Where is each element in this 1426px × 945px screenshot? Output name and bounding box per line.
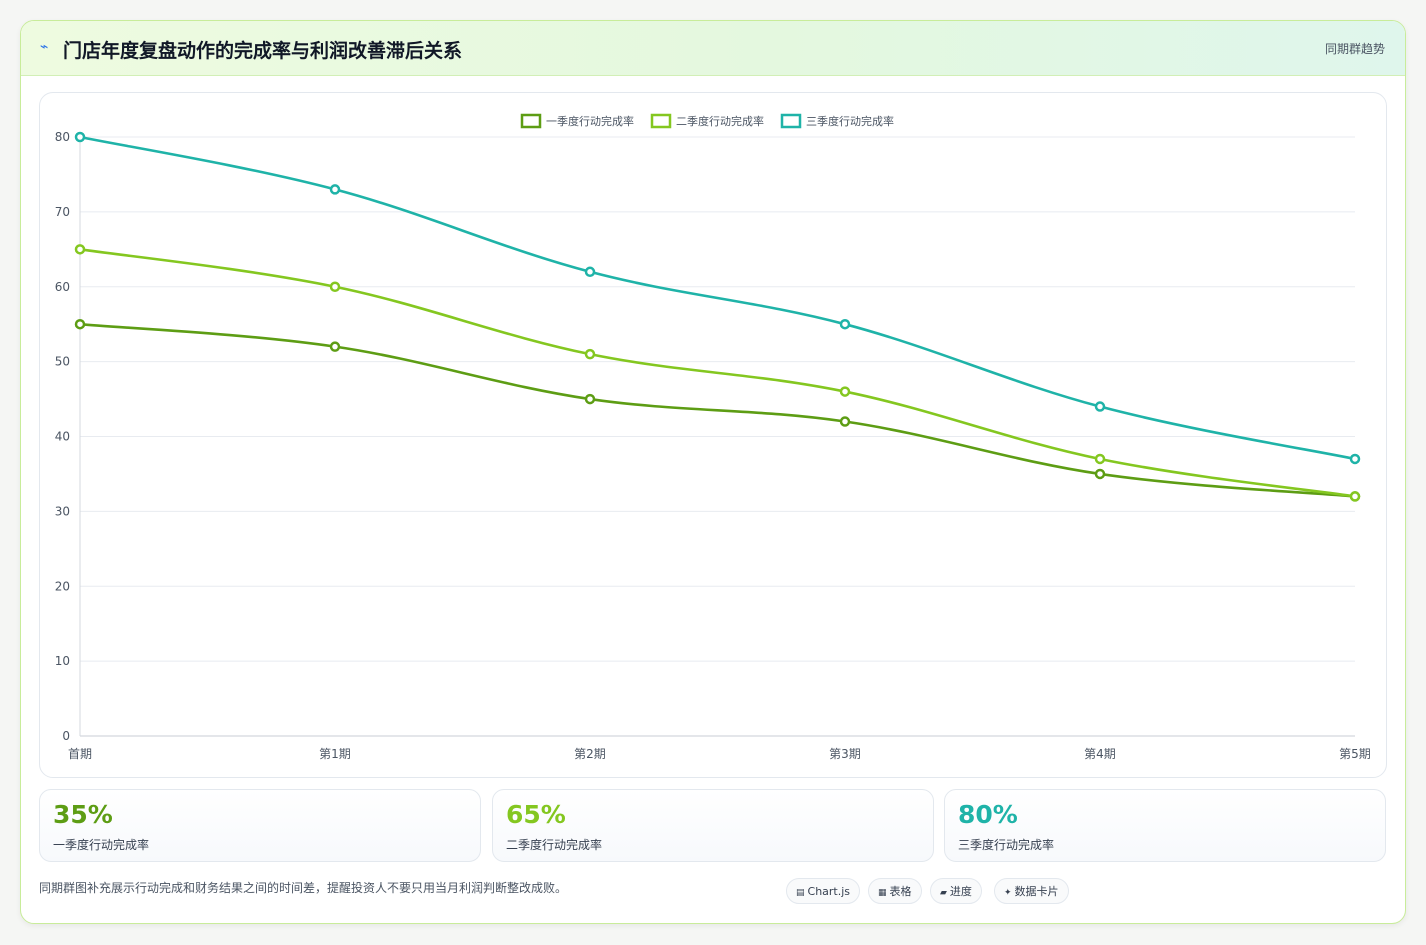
stat-card-q2: 65% 二季度行动完成率 bbox=[492, 789, 934, 862]
stat-label: 一季度行动完成率 bbox=[53, 838, 150, 852]
chart-icon: ▤ bbox=[796, 888, 805, 898]
y-tick-label: 10 bbox=[55, 654, 70, 668]
stat-label: 三季度行动完成率 bbox=[958, 838, 1055, 852]
y-tick-label: 60 bbox=[55, 280, 70, 294]
data-point bbox=[329, 281, 341, 292]
stat-value: 65% bbox=[506, 800, 566, 829]
legend-label: 一季度行动完成率 bbox=[546, 114, 634, 128]
chip-label: 数据卡片 bbox=[1014, 885, 1059, 898]
data-point bbox=[74, 244, 86, 255]
legend-swatch bbox=[650, 113, 672, 129]
chip-label: Chart.js bbox=[807, 885, 851, 898]
line-chart: 0 10 20 30 40 50 60 70 80 首期 第1期 第2期 第3期 第4期 第5期 一季度行动完… bbox=[55, 113, 1371, 761]
data-point bbox=[839, 416, 851, 427]
data-point bbox=[329, 184, 341, 195]
series-line-3 bbox=[79, 135, 1356, 461]
stat-card-q1: 35% 一季度行动完成率 bbox=[39, 789, 481, 862]
legend-label: 二季度行动完成率 bbox=[676, 114, 764, 128]
data-point bbox=[1349, 453, 1361, 465]
data-point bbox=[329, 341, 341, 352]
data-point bbox=[1094, 468, 1106, 480]
y-tick-label: 0 bbox=[62, 729, 70, 743]
x-tick-label: 首期 bbox=[68, 747, 92, 761]
legend-swatch bbox=[780, 113, 802, 129]
chip-data-card[interactable]: ✦ 数据卡片 bbox=[994, 878, 1069, 904]
legend-label: 三季度行动完成率 bbox=[806, 114, 894, 128]
data-point bbox=[584, 266, 596, 278]
x-tick-label: 第1期 bbox=[319, 747, 351, 761]
x-tick-label: 第5期 bbox=[1339, 747, 1371, 761]
series-line-2 bbox=[79, 248, 1356, 498]
chart-title: 门店年度复盘动作的完成率与利润改善滞后关系 bbox=[63, 40, 463, 62]
chip-chartjs[interactable]: ▤ Chart.js bbox=[786, 878, 861, 904]
data-point bbox=[74, 131, 86, 143]
y-tick-label: 80 bbox=[55, 130, 70, 144]
data-point bbox=[839, 318, 851, 330]
x-tick-label: 第2期 bbox=[574, 747, 606, 761]
series-line-1 bbox=[79, 322, 1356, 498]
progress-icon: ▰ bbox=[940, 888, 947, 898]
sparkle-icon: ✦ bbox=[1004, 888, 1012, 898]
stat-card-q3: 80% 三季度行动完成率 bbox=[944, 789, 1386, 862]
chart-subtitle: 同期群趋势 bbox=[1324, 42, 1385, 56]
chart-container: 0 10 20 30 40 50 60 70 80 首期 第1期 第2期 第3期 第4期 第5期 一季度行动完… bbox=[39, 92, 1387, 778]
data-point bbox=[584, 348, 596, 360]
y-tick-label: 70 bbox=[55, 205, 70, 219]
chip-table[interactable]: ▦ 表格 bbox=[868, 878, 922, 904]
chip-label: 进度 bbox=[949, 885, 972, 898]
y-tick-label: 50 bbox=[55, 355, 70, 369]
chip-label: 表格 bbox=[889, 885, 912, 898]
y-tick-label: 40 bbox=[55, 430, 70, 444]
y-tick-label: 20 bbox=[55, 579, 70, 593]
chip-progress[interactable]: ▰ 进度 bbox=[930, 878, 982, 904]
data-point bbox=[1094, 453, 1106, 465]
x-tick-label: 第3期 bbox=[829, 747, 861, 761]
lightning-icon: ⌁ bbox=[40, 39, 49, 55]
footnote: 同期群图补充展示行动完成和财务结果之间的时间差，提醒投资人不要只用当月利润判断整… bbox=[39, 881, 568, 895]
chart-card: ⌁ 门店年度复盘动作的完成率与利润改善滞后关系 同期群趋势 0 10 20 30 40 5… bbox=[20, 20, 1406, 924]
data-point bbox=[1349, 491, 1361, 502]
card-header: ⌁ 门店年度复盘动作的完成率与利润改善滞后关系 同期群趋势 bbox=[21, 21, 1405, 76]
data-point bbox=[74, 318, 86, 330]
stat-label: 二季度行动完成率 bbox=[506, 838, 603, 852]
legend-swatch bbox=[520, 113, 542, 129]
table-icon: ▦ bbox=[878, 888, 887, 898]
stat-value: 35% bbox=[53, 800, 113, 829]
y-tick-label: 30 bbox=[55, 504, 70, 518]
x-tick-label: 第4期 bbox=[1084, 747, 1116, 761]
stat-value: 80% bbox=[958, 800, 1018, 829]
data-point bbox=[584, 393, 596, 405]
data-point bbox=[1094, 401, 1106, 412]
data-point bbox=[839, 386, 851, 397]
